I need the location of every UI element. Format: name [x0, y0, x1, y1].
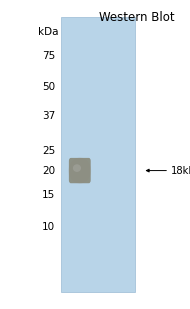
Text: 50: 50 [42, 82, 55, 91]
FancyBboxPatch shape [69, 158, 91, 183]
Text: 18kDa: 18kDa [171, 166, 190, 176]
Text: Western Blot: Western Blot [99, 11, 175, 24]
Text: 20: 20 [42, 167, 55, 176]
Text: 10: 10 [42, 222, 55, 232]
Ellipse shape [69, 158, 91, 184]
Text: 25: 25 [42, 146, 55, 156]
Text: 15: 15 [42, 190, 55, 200]
Text: kDa: kDa [38, 28, 59, 37]
Text: 75: 75 [42, 51, 55, 61]
Ellipse shape [73, 164, 81, 172]
Text: 37: 37 [42, 111, 55, 121]
Bar [61, 17, 135, 292]
